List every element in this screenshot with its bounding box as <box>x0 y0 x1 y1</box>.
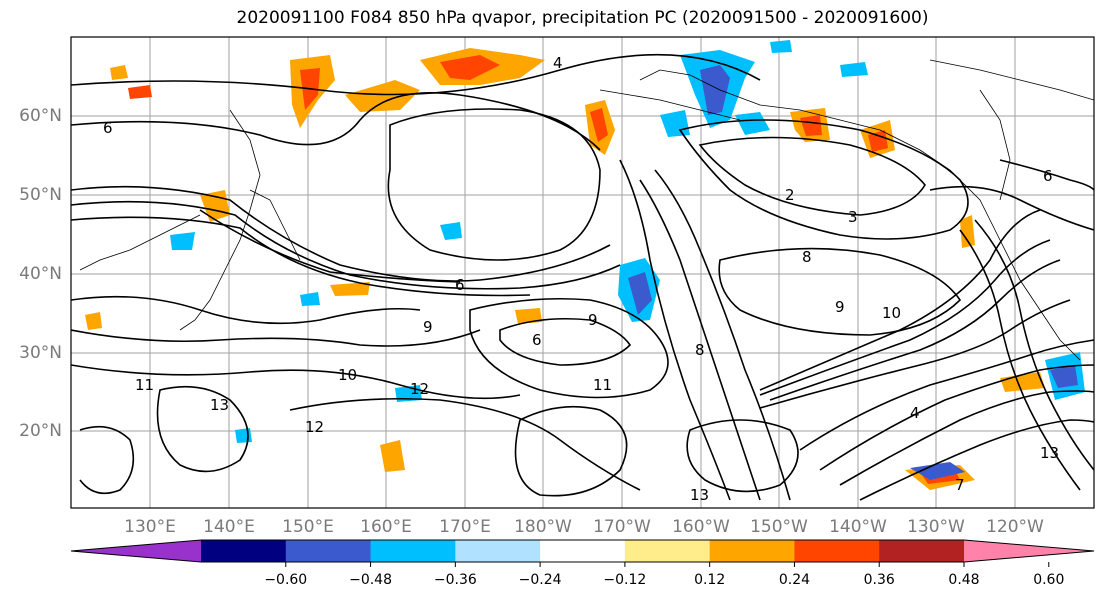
colorbar: −0.60 −0.48 −0.36 −0.24 −0.12 0.12 0.24 0.36 0.4… <box>70 539 1095 588</box>
contour-label: 6 <box>1043 167 1053 185</box>
lon-label: 160°E <box>360 517 412 537</box>
colorbar-tick-label: 0.48 <box>948 572 979 588</box>
map-title: 2020091100 F084 850 hPa qvapor, precipit… <box>236 8 929 28</box>
contour-label: 9 <box>835 298 845 316</box>
longitude-labels: 130°E 140°E 150°E 160°E 170°E 180°W 170°… <box>124 517 1044 537</box>
lon-label: 130°W <box>907 517 965 537</box>
colorbar-segment <box>370 540 456 562</box>
lon-label: 170°W <box>593 517 651 537</box>
contour-label: 12 <box>305 418 324 436</box>
graticule <box>71 37 1094 508</box>
colorbar-tick-label: 0.12 <box>694 572 725 588</box>
contour-label: 9 <box>423 318 433 336</box>
colorbar-tick-label: −0.24 <box>519 572 562 588</box>
contour-label: 13 <box>690 486 709 504</box>
lon-label: 130°E <box>124 517 176 537</box>
contour-label: 8 <box>695 341 705 359</box>
contour-label: 2 <box>785 186 795 204</box>
lon-label: 140°E <box>203 517 255 537</box>
colorbar-tick-label: −0.60 <box>264 572 307 588</box>
colorbar-segment <box>455 540 541 562</box>
contour-label: 3 <box>848 208 858 226</box>
contour-label: 12 <box>410 380 429 398</box>
contour-label: 6 <box>532 331 542 349</box>
contour-labels: 4 6 6 6 2 3 8 9 10 11 12 13 13 12 11 10 … <box>103 54 1059 504</box>
contour-label: 7 <box>955 476 965 494</box>
contour-label: 6 <box>103 119 113 137</box>
lat-label-50n: 50°N <box>19 185 62 205</box>
colorbar-tick-label: −0.36 <box>434 572 477 588</box>
lon-label: 150°W <box>750 517 808 537</box>
colorbar-extend-low <box>71 540 201 562</box>
lon-label: 140°W <box>829 517 887 537</box>
colorbar-tick-label: 0.24 <box>779 572 810 588</box>
lon-label: 180°W <box>514 517 572 537</box>
map-frame <box>70 36 1095 509</box>
colorbar-extend-high <box>964 540 1094 562</box>
colorbar-segment <box>624 540 711 562</box>
colorbar-segment <box>709 540 795 562</box>
contour-label: 10 <box>338 366 357 384</box>
lon-label: 150°E <box>282 517 334 537</box>
contour-label: 6 <box>455 276 465 294</box>
map-plot-area <box>71 37 1094 508</box>
lon-label: 170°E <box>439 517 491 537</box>
qvapor-contours <box>71 53 1094 501</box>
lat-label-30n: 30°N <box>19 343 62 363</box>
contour-label: 8 <box>802 248 812 266</box>
contour-label: 4 <box>910 404 920 422</box>
colorbar-segment <box>540 540 626 562</box>
colorbar-segment <box>794 540 880 562</box>
colorbar-segment <box>201 540 287 562</box>
contour-label: 13 <box>1040 444 1059 462</box>
colorbar-tick-label: −0.12 <box>603 572 646 588</box>
precip-anomaly-patches <box>85 40 1085 490</box>
contour-label: 9 <box>588 311 598 329</box>
coastlines <box>79 59 1094 361</box>
lat-label-20n: 20°N <box>19 421 62 441</box>
colorbar-segment <box>285 540 372 562</box>
colorbar-outline <box>70 539 1095 563</box>
latitude-labels: 20°N 30°N 40°N 50°N 60°N <box>19 106 62 441</box>
contour-label: 11 <box>593 376 612 394</box>
colorbar-tick-label: −0.48 <box>349 572 392 588</box>
colorbar-tick-label: 0.60 <box>1033 572 1064 588</box>
map-content: 4 6 6 6 2 3 8 9 10 11 12 13 13 12 11 10 … <box>71 37 1094 508</box>
lat-label-60n: 60°N <box>19 106 62 126</box>
contour-label: 11 <box>135 376 154 394</box>
colorbar-segment <box>879 540 965 562</box>
lon-label: 120°W <box>986 517 1044 537</box>
contour-label: 13 <box>210 396 229 414</box>
contour-label: 10 <box>882 304 901 322</box>
colorbar-tick-label: 0.36 <box>864 572 895 588</box>
contour-label: 4 <box>553 54 563 72</box>
lon-label: 160°W <box>672 517 730 537</box>
lat-label-40n: 40°N <box>19 264 62 284</box>
